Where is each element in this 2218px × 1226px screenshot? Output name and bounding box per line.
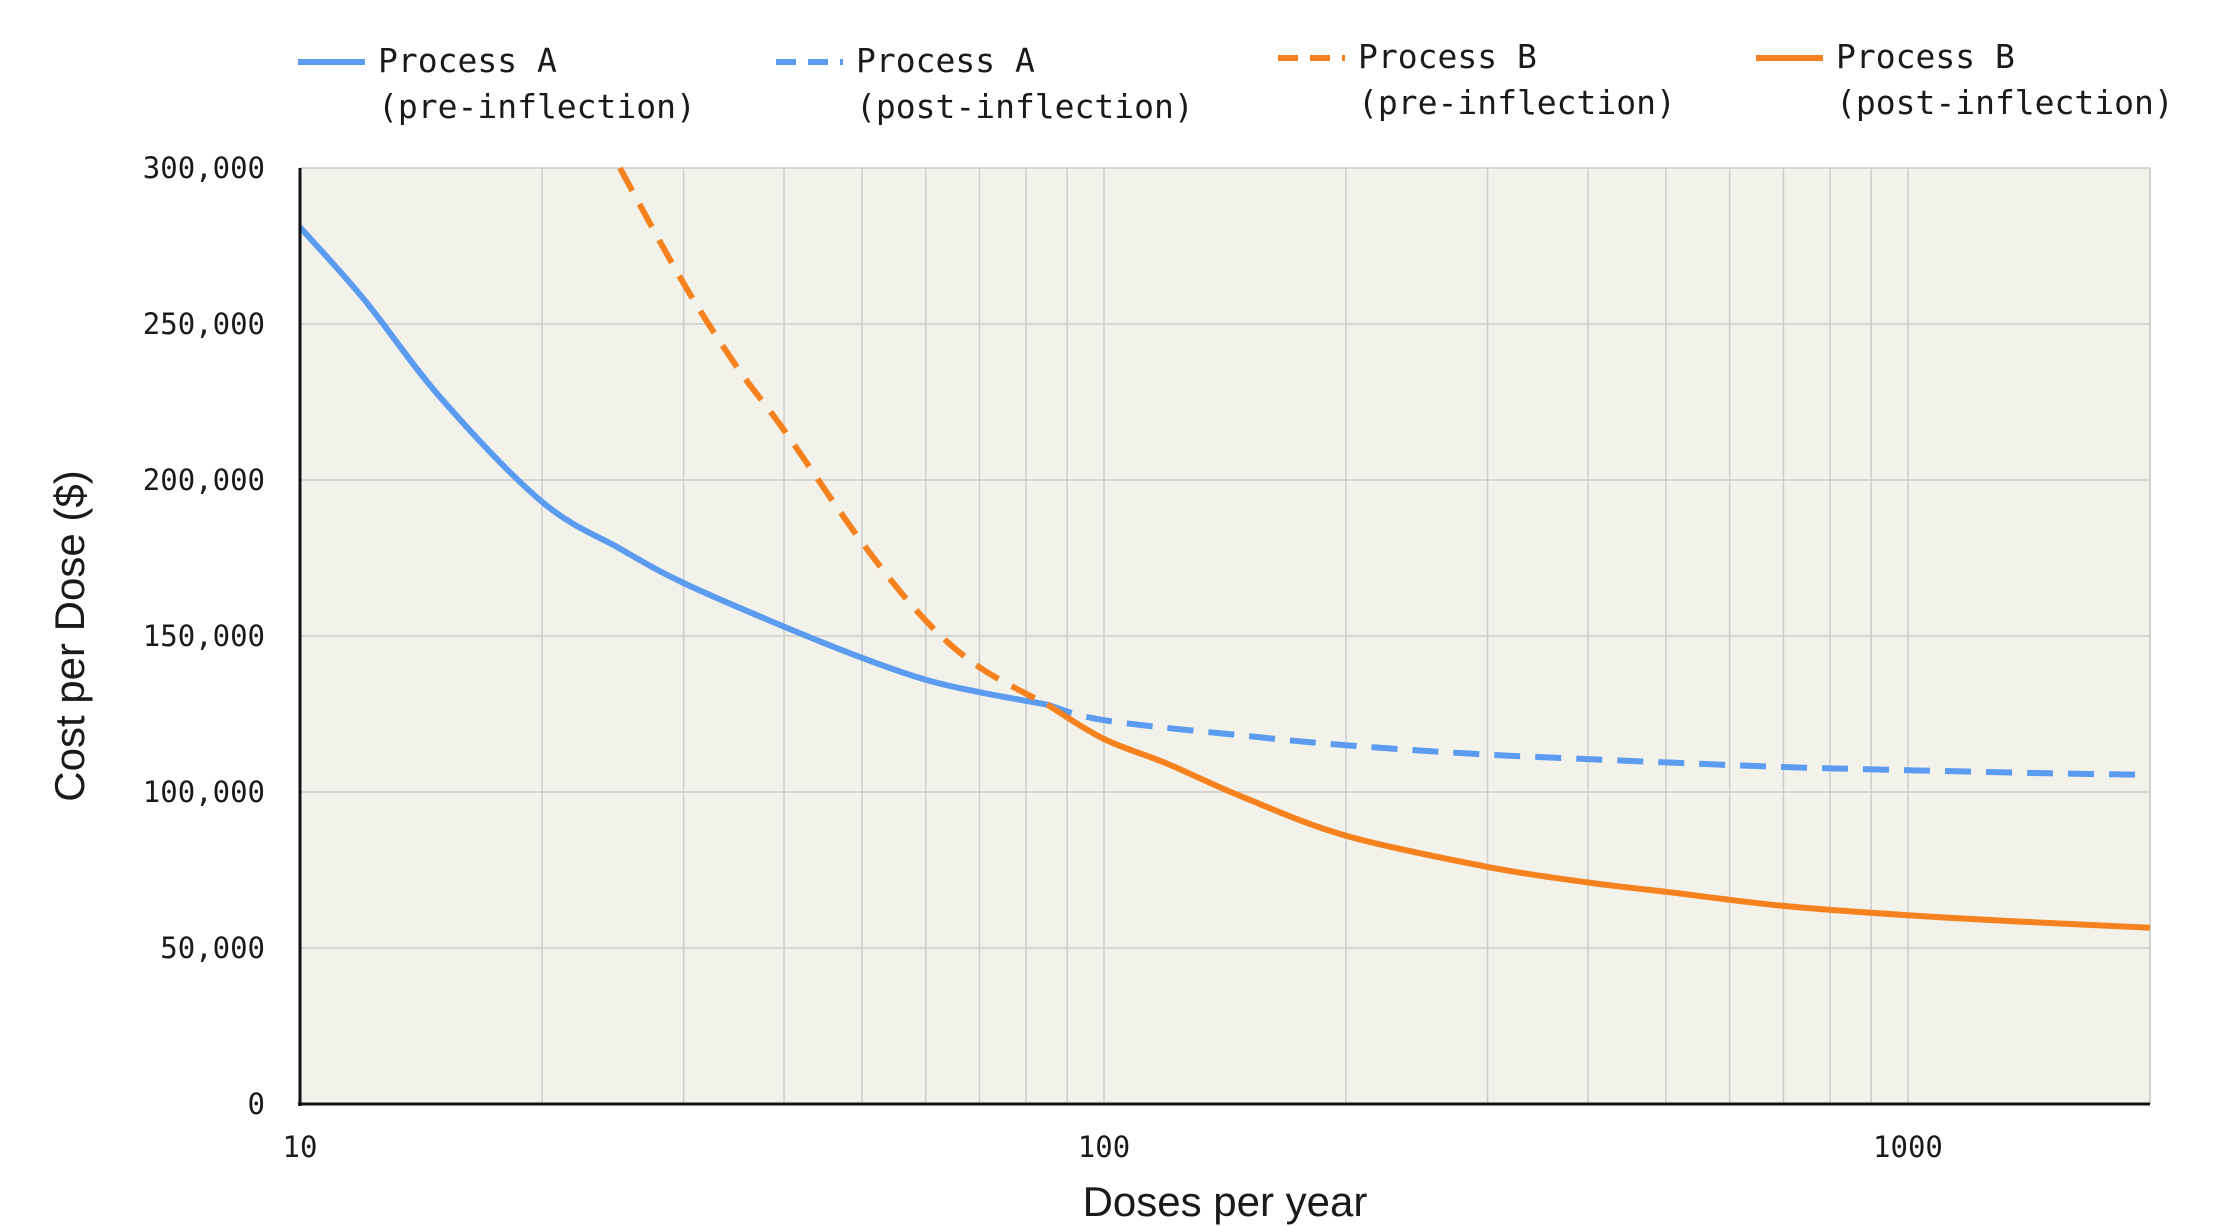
y-tick-label: 0: [248, 1087, 265, 1121]
series-line-process-b-pre-inflection: [617, 166, 1049, 708]
legend-label: Process B: [1836, 37, 2015, 76]
y-tick-label: 300,000: [143, 151, 265, 185]
x-axis-title: Doses per year: [1083, 1178, 1368, 1225]
legend-label: (pre-inflection): [1358, 83, 1676, 122]
legend-label: Process A: [856, 41, 1035, 80]
axes: [298, 168, 2150, 1106]
legend-label: (post-inflection): [1836, 83, 2174, 122]
y-tick-label: 200,000: [143, 463, 265, 497]
legend-label: Process B: [1358, 37, 1537, 76]
series-line-process-a-post-inflection: [1046, 701, 2151, 778]
y-tick-label: 100,000: [143, 775, 265, 809]
series-line-process-b-post-inflection: [1045, 702, 2151, 931]
legend-label: Process A: [378, 41, 557, 80]
series-group: [297, 166, 2151, 931]
legend: Process A (pre-inflection) Process A (post-…: [298, 37, 2174, 126]
legend-label: (post-inflection): [856, 87, 1194, 126]
series-line-process-a-pre-inflection: [297, 225, 1048, 708]
y-axis-title: Cost per Dose ($): [46, 470, 93, 801]
x-tick-label: 100: [1078, 1130, 1130, 1164]
legend-label: (pre-inflection): [378, 87, 696, 126]
y-tick-label: 150,000: [143, 619, 265, 653]
y-tick-label: 50,000: [160, 931, 265, 965]
tick-labels: 0 50,000 100,000 150,000 200,000 250,000 300,0…: [143, 151, 1943, 1164]
x-tick-label: 1000: [1873, 1130, 1943, 1164]
grid: [300, 167, 2151, 1104]
y-tick-label: 250,000: [143, 307, 265, 341]
x-tick-label: 10: [283, 1130, 318, 1164]
